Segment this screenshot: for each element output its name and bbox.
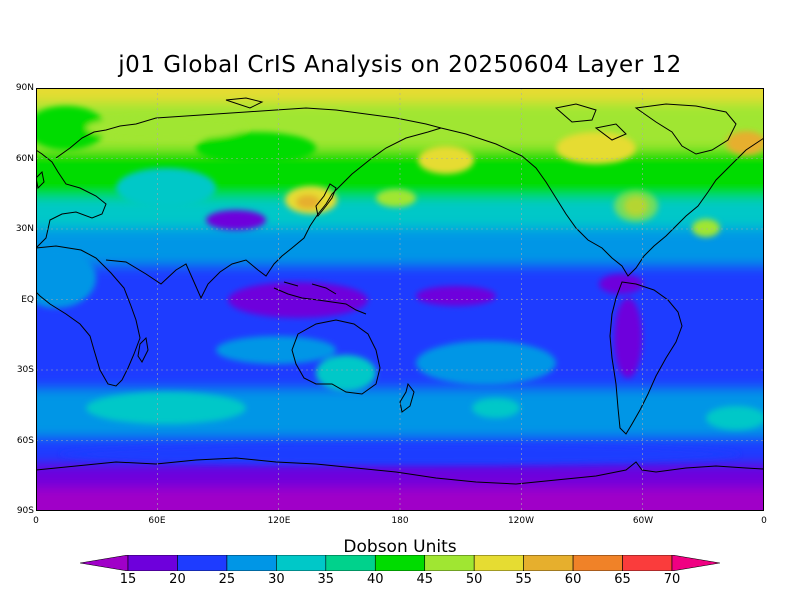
field-blob-atlantic-north — [36, 248, 96, 308]
coast-madagascar — [137, 336, 149, 363]
field-blob-india-ocean — [86, 392, 246, 424]
coast-africa — [36, 245, 141, 387]
colorbar-box — [276, 555, 327, 571]
colorbar-box — [127, 555, 178, 571]
colorbar — [80, 555, 720, 571]
colorbar-box — [572, 555, 623, 571]
colorbar-level-label: 65 — [614, 572, 631, 587]
colorbar-level-label: 15 — [119, 572, 137, 587]
lat-label-30s: 30S — [16, 365, 34, 375]
colorbar-level-label: 50 — [465, 572, 483, 587]
field-blob-siberia — [196, 132, 316, 164]
colorbar-level-label: 30 — [268, 572, 285, 587]
colorbar-box — [325, 555, 376, 571]
colorbar-title: Dobson Units — [343, 537, 457, 557]
field-blob-indonesia — [228, 282, 368, 318]
colorbar-level-label: 55 — [515, 572, 532, 587]
field-blob-pacific-low — [416, 286, 496, 306]
field-blob-japan-core — [296, 195, 320, 209]
lon-label-180: 180 — [391, 516, 409, 526]
colorbar-level-label: 25 — [218, 572, 236, 587]
coast-arctic-islands — [225, 97, 627, 141]
colorbar-level-label: 20 — [169, 572, 186, 587]
coast-arabia-india — [105, 127, 442, 300]
colorbar-level-label: 40 — [366, 572, 384, 587]
colorbar-box — [177, 555, 228, 571]
coast-new-zealand — [399, 382, 415, 413]
coast-greenland — [634, 103, 737, 155]
field-blob-south-atlantic — [706, 406, 764, 430]
colorbar-level-label: 35 — [317, 572, 335, 587]
map-border — [36, 88, 764, 511]
lat-label-60s: 60S — [16, 436, 34, 446]
field-blob-arctic-green — [86, 116, 246, 140]
field-blob-canada — [556, 132, 636, 164]
coast-south-america — [609, 281, 683, 435]
field-blob-pacific-south — [416, 341, 556, 385]
colorbar-box — [622, 555, 673, 571]
coast-north-america — [440, 127, 764, 277]
field-blob-pacific-ne — [376, 189, 416, 207]
lat-label-90s: 90S — [16, 506, 34, 516]
field-blob-bering — [418, 146, 474, 174]
lat-label-eq: EQ — [21, 295, 34, 305]
lon-label-0-east: 0 — [761, 516, 767, 526]
lon-label-120w: 120W — [507, 516, 535, 526]
field-blob-greenland — [726, 131, 764, 155]
coast-se-asia-islands — [273, 281, 367, 315]
field-blob-atlantic-ring — [614, 190, 658, 222]
field-blob-andes — [614, 298, 642, 378]
ozone-map — [36, 88, 764, 511]
lon-label-0-west: 0 — [33, 516, 39, 526]
field-blob-tibet — [206, 210, 266, 230]
field-blob-africa-south — [216, 336, 336, 364]
colorbar-box — [424, 555, 475, 571]
colorbar-level-label: 70 — [663, 572, 681, 587]
lat-label-30n: 30N — [15, 224, 34, 234]
coast-europe — [36, 149, 107, 249]
coast-scandinavia — [55, 107, 442, 159]
colorbar-box — [523, 555, 574, 571]
field-band-north-polar — [36, 88, 764, 106]
colorbar-under-arrow — [80, 555, 129, 571]
coast-uk — [36, 170, 45, 190]
lon-label-60e: 60E — [148, 516, 166, 526]
coast-japan — [315, 183, 337, 218]
field-blob-europe — [36, 106, 106, 150]
colorbar-over-arrow — [671, 555, 720, 571]
map-canvas — [36, 88, 764, 511]
coastlines — [36, 97, 764, 485]
colorbar-box — [374, 555, 426, 571]
field-blob-east-atl — [692, 219, 720, 237]
coast-antarctica — [36, 457, 764, 485]
map-title: j01 Global CrIS Analysis on 20250604 Lay… — [118, 52, 682, 78]
lon-label-60w: 60W — [632, 516, 654, 526]
field-blob-south-pacific-2 — [472, 398, 520, 418]
colorbar-box — [473, 555, 524, 571]
gridlines — [36, 88, 764, 511]
colorbar-box — [226, 555, 277, 571]
field-blob-australia — [316, 355, 376, 391]
colorbar-level-label: 45 — [416, 572, 433, 587]
colorbar-level-label: 60 — [564, 572, 582, 587]
lon-label-120e: 120E — [267, 516, 291, 526]
field-blob-central-asia — [116, 168, 216, 208]
lat-label-90n: 90N — [15, 83, 34, 93]
lat-label-60n: 60N — [15, 154, 34, 164]
coast-australia — [291, 319, 381, 395]
